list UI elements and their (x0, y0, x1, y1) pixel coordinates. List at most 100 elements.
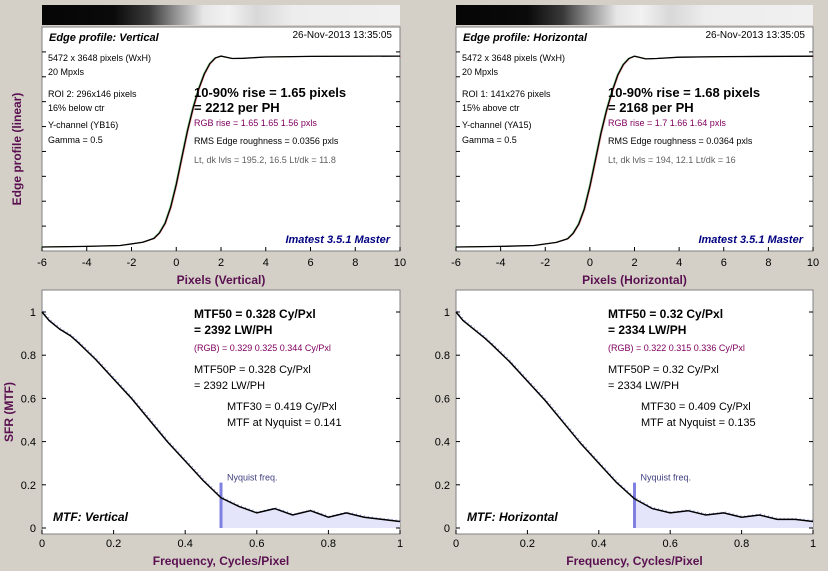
roughness-text: RMS Edge roughness = 0.0364 pxls (608, 136, 753, 146)
date-text: 26-Nov-2013 13:35:05 (292, 30, 392, 41)
version-stamp: Imatest 3.5.1 Master (285, 234, 390, 246)
rgb-rise-text: RGB rise = 1.7 1.66 1.64 pxls (608, 118, 726, 128)
x-tick-label: 2 (631, 257, 637, 269)
mtf50-text: MTF50 = 0.328 Cy/Pxl (194, 307, 316, 321)
mtf-curve-blue (456, 310, 815, 521)
mtf50-text: MTF50 = 0.32 Cy/Pxl (608, 307, 723, 321)
y-axis-label: Edge profile (linear) (10, 93, 24, 206)
rgb-mtf50-text: (RGB) = 0.322 0.315 0.336 Cy/Pxl (608, 343, 745, 353)
info-line: ROI 1: 141x276 pixels (462, 89, 551, 99)
x-tick-label: -4 (496, 257, 506, 269)
x-tick-label: 0.8 (734, 538, 749, 550)
levels-text: Lt, dk lvls = 195.2, 16.5 Lt/dk = 11.8 (194, 155, 336, 165)
x-tick-label: -6 (37, 257, 47, 269)
y-tick-label: 0 (30, 523, 36, 535)
mtf-panel-horizontal: Nyquist freq. 0 0.2 0.4 0.6 0.8 1 0 0.2 0.4 0.6 0.8… (435, 289, 816, 568)
mtf30-text: MTF30 = 0.419 Cy/Pxl (227, 401, 337, 413)
beyond-nyquist-fill (221, 497, 400, 528)
mtf50-lwph-text: = 2392 LW/PH (194, 323, 272, 337)
rise-text: 10-90% rise = 1.65 pixels (194, 85, 346, 100)
info-line: 16% below ctr (48, 103, 105, 113)
mtf-panel-vertical: Nyquist freq. 0 0.2 0.4 0.6 0.8 1 0 0.2 0.4 0.6 0.8… (2, 289, 403, 568)
edge-strip (42, 5, 400, 25)
y-tick-label: 0.6 (435, 393, 450, 405)
per-ph-text: = 2212 per PH (194, 100, 280, 115)
x-tick-label: -2 (540, 257, 550, 269)
mtf50p-text: MTF50P = 0.32 Cy/Pxl (608, 364, 719, 376)
info-line: 20 Mpxls (48, 67, 85, 77)
panel-title: Edge profile: Horizontal (463, 32, 588, 44)
nyquist-label: Nyquist freq. (227, 473, 278, 483)
plot-area (455, 26, 814, 252)
y-tick-label: 0.2 (435, 480, 450, 492)
mtf-curve (41, 311, 401, 523)
panel-title: MTF: Horizontal (467, 510, 558, 524)
nyquist-label: Nyquist freq. (641, 473, 692, 483)
mtf50p-lwph-text: = 2334 LW/PH (608, 380, 679, 392)
x-tick-label: 0 (453, 538, 459, 550)
date-text: 26-Nov-2013 13:35:05 (705, 30, 805, 41)
mtf50p-lwph-text: = 2392 LW/PH (194, 380, 265, 392)
y-tick-label: 0.8 (435, 350, 450, 362)
y-tick-label: 0.4 (435, 437, 450, 449)
info-line: 20 Mpxls (462, 67, 499, 77)
x-tick-label: 4 (676, 257, 682, 269)
x-tick-label: 0 (587, 257, 593, 269)
x-tick-label: 10 (807, 257, 819, 269)
x-tick-label: 2 (218, 257, 224, 269)
x-tick-label: 0.2 (106, 538, 121, 550)
x-tick-label: -6 (451, 257, 461, 269)
y-tick-label: 0.6 (21, 393, 36, 405)
x-tick-label: 4 (263, 257, 269, 269)
info-line: 5472 x 3648 pixels (WxH) (462, 53, 565, 63)
x-axis-label: Pixels (Horizontal) (582, 273, 687, 287)
mtf-curve (455, 311, 814, 523)
x-tick-label: 10 (394, 257, 406, 269)
panel-title: MTF: Vertical (53, 510, 129, 524)
mtf30-text: MTF30 = 0.409 Cy/Pxl (641, 401, 751, 413)
info-line: Gamma = 0.5 (48, 135, 103, 145)
info-line: ROI 2: 296x146 pixels (48, 89, 137, 99)
x-tick-label: 0.4 (178, 538, 193, 550)
y-tick-label: 1 (444, 307, 450, 319)
plot-area (41, 26, 401, 252)
x-tick-label: 1 (397, 538, 403, 550)
mtf-nyquist-text: MTF at Nyquist = 0.135 (641, 417, 756, 429)
edge-panel-vertical: -6 -4 -2 0 2 4 6 8 10 Edge profile: Vertical 26-No… (10, 5, 406, 287)
y-axis-label: SFR (MTF) (2, 382, 16, 442)
rgb-mtf50-text: (RGB) = 0.329 0.325 0.344 Cy/Pxl (194, 343, 331, 353)
roughness-text: RMS Edge roughness = 0.0356 pxls (194, 136, 339, 146)
x-axis-label: Pixels (Vertical) (177, 273, 266, 287)
x-tick-label: -4 (82, 257, 92, 269)
x-tick-label: 6 (307, 257, 313, 269)
edge-panel-horizontal: -6 -4 -2 0 2 4 6 8 10 Edge profile: Horizontal 26-… (451, 5, 819, 287)
panel-title: Edge profile: Vertical (49, 32, 160, 44)
x-axis-label: Frequency, Cycles/Pixel (153, 554, 290, 568)
per-ph-text: = 2168 per PH (608, 100, 694, 115)
x-tick-label: 0 (39, 538, 45, 550)
y-tick-label: 0.2 (21, 480, 36, 492)
x-axis-label: Frequency, Cycles/Pixel (566, 554, 703, 568)
x-tick-label: 1 (810, 538, 816, 550)
mtf50p-text: MTF50P = 0.328 Cy/Pxl (194, 364, 311, 376)
x-tick-label: 0.8 (321, 538, 336, 550)
rgb-rise-text: RGB rise = 1.65 1.65 1.56 pxls (194, 118, 317, 128)
y-tick-label: 0.4 (21, 437, 36, 449)
info-line: Y-channel (YB16) (48, 120, 118, 130)
rise-text: 10-90% rise = 1.68 pixels (608, 85, 760, 100)
info-line: 15% above ctr (462, 103, 520, 113)
info-line: Y-channel (YA15) (462, 120, 532, 130)
y-tick-label: 0.8 (21, 350, 36, 362)
x-tick-label: 8 (765, 257, 771, 269)
x-tick-label: 0.6 (663, 538, 678, 550)
levels-text: Lt, dk lvls = 194, 12.1 Lt/dk = 16 (608, 155, 736, 165)
x-tick-label: 0.6 (249, 538, 264, 550)
x-tick-label: 8 (352, 257, 358, 269)
x-tick-label: 0.2 (520, 538, 535, 550)
mtf-nyquist-text: MTF at Nyquist = 0.141 (227, 417, 342, 429)
x-tick-label: 0 (173, 257, 179, 269)
y-tick-label: 1 (30, 307, 36, 319)
version-stamp: Imatest 3.5.1 Master (698, 234, 803, 246)
mtf50-lwph-text: = 2334 LW/PH (608, 323, 686, 337)
